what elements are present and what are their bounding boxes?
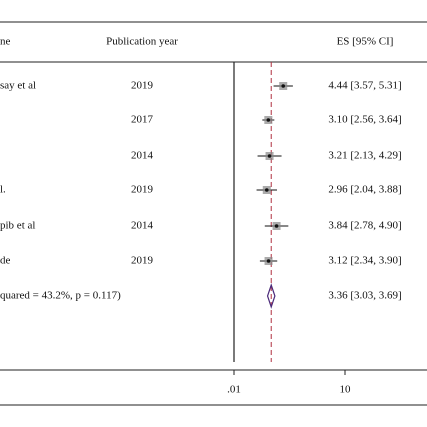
study-year: 2017 (131, 114, 154, 126)
study-es-label: 4.44 [3.57, 5.31] (328, 80, 401, 92)
study-year: 2014 (131, 150, 154, 162)
point-estimate (274, 224, 279, 228)
study-year: 2019 (131, 184, 154, 196)
overall-es-label: 3.36 [3.03, 3.69] (328, 290, 401, 302)
point-estimate (266, 118, 271, 122)
study-name: de (0, 255, 11, 267)
point-estimate (281, 84, 286, 88)
study-es-label: 3.10 [2.56, 3.64] (328, 114, 401, 126)
overall-name: quared = 43.2%, p = 0.117) (0, 290, 121, 302)
x-tick-label: 10 (340, 384, 352, 396)
overall-diamond (266, 283, 276, 309)
es-header: ES [95% CI] (337, 36, 394, 48)
year-header: Publication year (106, 36, 178, 48)
point-estimate (267, 154, 272, 158)
study-header: ne (0, 36, 11, 48)
study-year: 2019 (131, 255, 154, 267)
study-name: l. (0, 184, 6, 196)
point-estimate (266, 259, 271, 263)
x-tick-label: .01 (227, 384, 241, 396)
study-es-label: 3.84 [2.78, 4.90] (328, 220, 401, 232)
study-name: pib et al (0, 220, 35, 232)
study-es-label: 3.21 [2.13, 4.29] (328, 150, 401, 162)
study-es-label: 2.96 [2.04, 3.88] (328, 184, 401, 196)
study-name: say et al (0, 80, 36, 92)
point-estimate (264, 188, 269, 192)
study-year: 2019 (131, 80, 154, 92)
study-es-label: 3.12 [2.34, 3.90] (328, 255, 401, 267)
study-year: 2014 (131, 220, 154, 232)
